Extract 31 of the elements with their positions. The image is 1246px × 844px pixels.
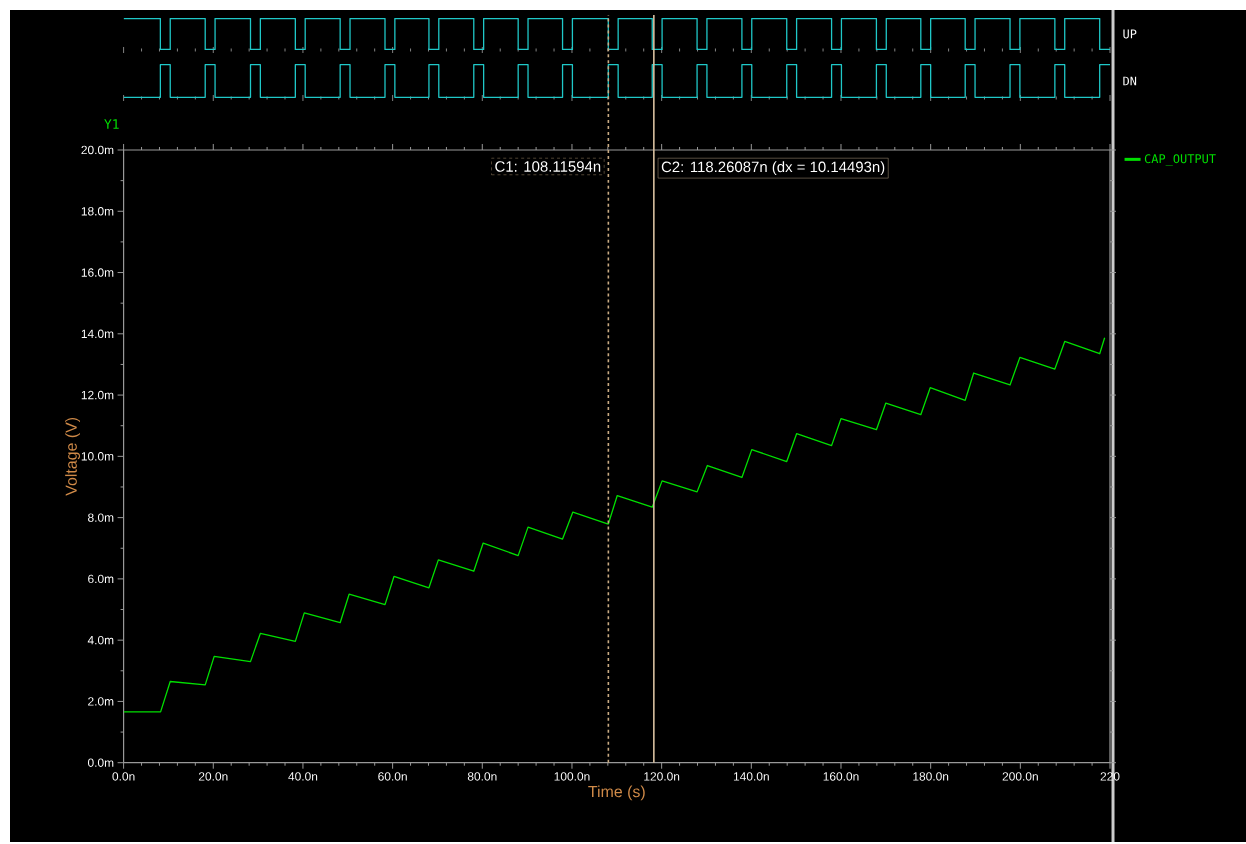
x-axis-title: Time (s) [588,785,645,801]
x-tick-label: 40.0n [288,772,318,781]
y-tick-label: 8.0m [88,513,114,522]
x-tick-label: 140.0n [733,772,769,781]
x-tick-label: 120.0n [644,772,680,781]
x-tick-label: 60.0n [378,772,407,781]
x-tick-label: 80.0n [467,772,497,781]
x-tick-label: 180.0n [913,772,949,781]
y-tick-label: 18.0m [81,207,114,216]
series-label: UP [1123,29,1137,39]
y-tick-label: 2.0m [88,697,114,706]
y-tick-label: 16.0m [81,268,114,277]
x-tick-label: 0.0n [112,772,135,781]
x-tick-label: 20.0n [198,772,228,781]
ref-line-label: C1: 108.11594n [495,161,601,172]
y-axis-title: Voltage (V) [65,417,81,496]
x-tick-label: 160.0n [823,772,859,781]
text: Y1 [104,119,119,129]
x-tick-label: 100.0n [554,772,590,781]
line-series [123,337,1106,713]
y-tick-label: 6.0m [88,574,114,584]
y-tick-label: 20.0m [81,145,114,155]
y-tick-label: 12.0m [81,390,114,400]
x-tick-label: 200.0n [1002,772,1038,781]
text: CAP_OUTPUT [1144,154,1216,166]
ref-line-label: C2: 118.26087n (dx = 10.14493n) [661,161,885,176]
y-tick-label: 14.0m [81,329,114,339]
y-tick-label: 4.0m [87,635,114,645]
y-tick-label: 10.0m [81,452,114,461]
y-tick-label: 0.0m [87,758,114,767]
series-label: DN [1123,76,1137,86]
